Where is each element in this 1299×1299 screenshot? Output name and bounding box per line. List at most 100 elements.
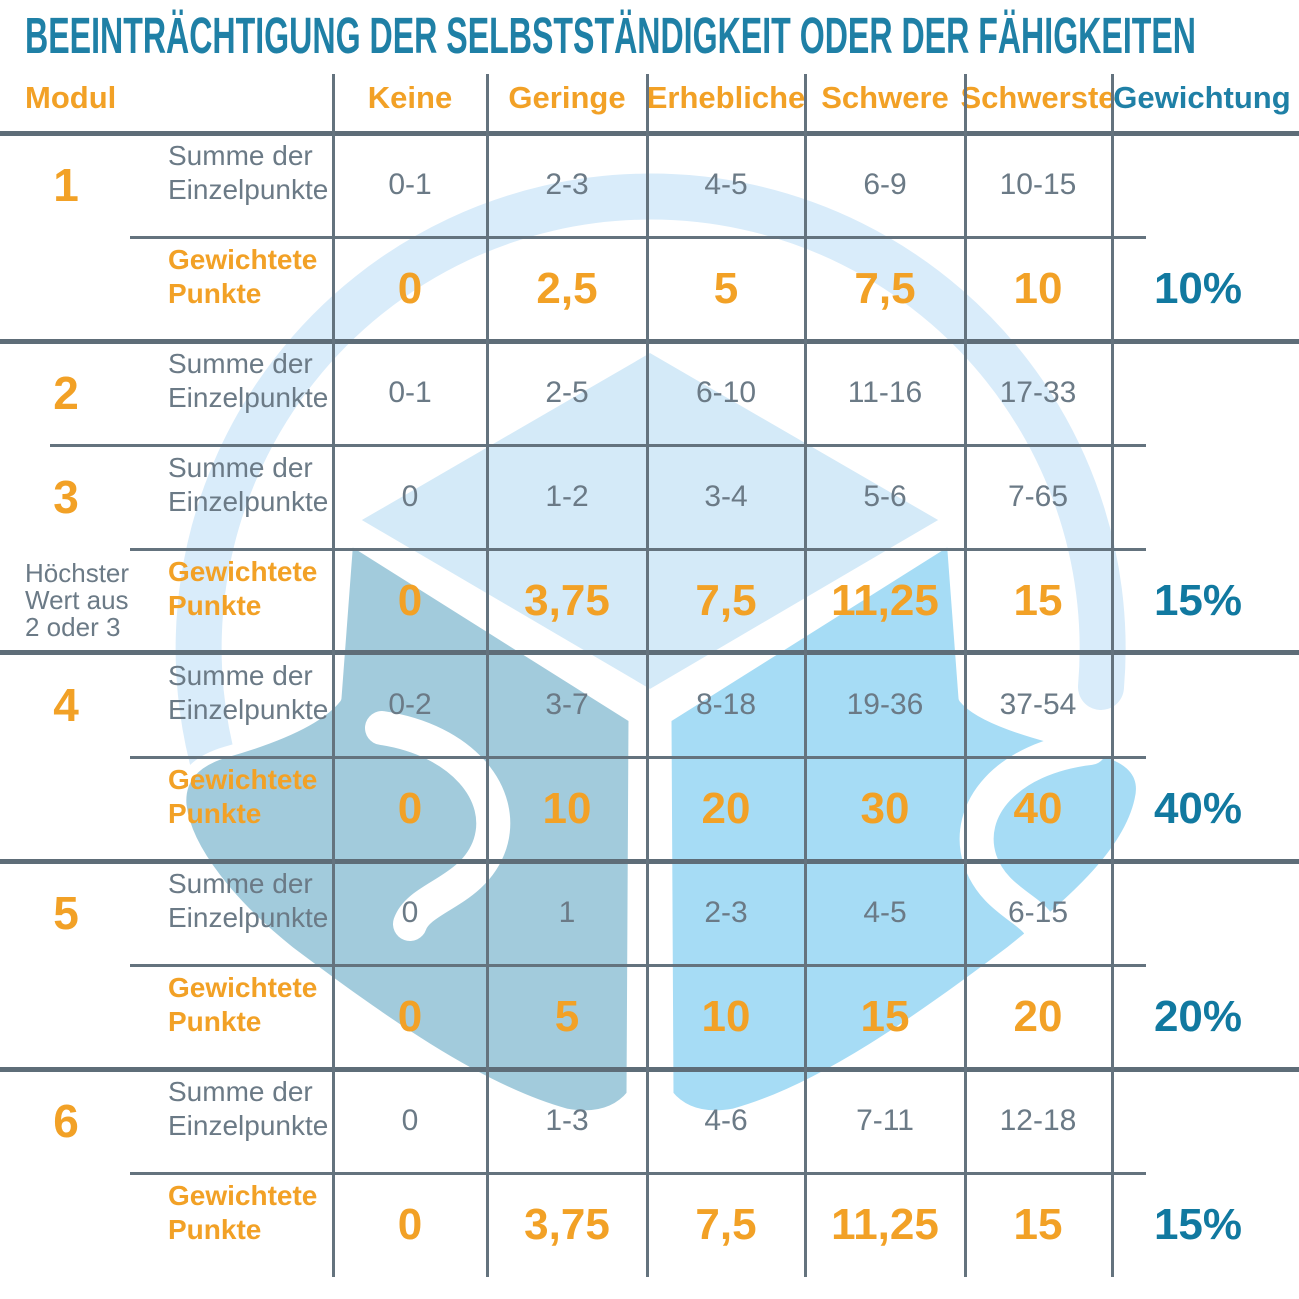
cell-value: 30: [860, 784, 910, 833]
grid-line-horizontal-thin: [130, 1172, 1146, 1175]
module-number: 6: [53, 1095, 79, 1147]
grid-line-vertical: [332, 74, 335, 1277]
module-number: 1: [53, 159, 79, 211]
right-thumb-icon: [959, 731, 1107, 957]
row-label-line: Punkte: [168, 1214, 262, 1245]
cell-value: 6-15: [1007, 896, 1069, 929]
ring-arc-icon: [175, 173, 1126, 904]
row-label-line: Gewichtete: [168, 244, 318, 275]
cell-value: 4-6: [704, 1104, 748, 1137]
cell-value: 10: [701, 992, 751, 1041]
grid-line-horizontal-thick: [0, 650, 1299, 655]
cell-value: 20: [1013, 992, 1063, 1041]
row-label-line: Punkte: [168, 278, 262, 309]
row-label-line: Einzelpunkte: [168, 694, 329, 725]
row-label-line: Punkte: [168, 590, 262, 621]
row-label-line: Summe der: [168, 140, 313, 171]
cell-value: 17-33: [999, 376, 1077, 409]
row-label-gewichtete: Gewichtete Punkte: [168, 1179, 317, 1247]
module-note-line: Wert aus: [25, 585, 129, 615]
row-label-gewichtete: Gewichtete Punkte: [168, 555, 317, 623]
row-label-line: Gewichtete: [168, 972, 318, 1003]
row-label-line: Gewichtete: [168, 764, 318, 795]
cell-value: 0: [397, 992, 423, 1041]
module-number: 4: [53, 679, 79, 731]
row-label-line: Summe der: [168, 348, 313, 379]
column-header-level: Geringe: [508, 80, 626, 115]
cell-value: 0: [397, 1200, 423, 1249]
column-header-level: Schwere: [821, 80, 949, 115]
cell-value: 7-11: [856, 1104, 914, 1137]
row-label-gewichtete: Gewichtete Punkte: [168, 971, 317, 1039]
grid-line-horizontal-thin: [130, 964, 1146, 967]
cell-value: 10: [1013, 264, 1063, 313]
module-number: 2: [53, 367, 79, 419]
box-top-face-icon: [341, 338, 959, 704]
cell-value: 12-18: [999, 1104, 1077, 1137]
grid-line-horizontal-thin: [130, 236, 1146, 239]
cell-value: 0: [397, 264, 423, 313]
cell-value: 1-2: [545, 480, 589, 513]
cell-value: 11,25: [831, 1200, 939, 1249]
cell-value: 15: [1013, 1200, 1063, 1249]
grid-line-vertical: [486, 74, 489, 1277]
cell-value: 4-5: [704, 168, 748, 201]
cell-value: 20: [701, 784, 751, 833]
cell-value: 40: [1013, 784, 1063, 833]
row-label-line: Summe der: [168, 1076, 313, 1107]
cell-value: 8-18: [695, 688, 757, 721]
cell-value: 2,5: [536, 264, 598, 313]
cell-value: 1-3: [545, 1104, 589, 1137]
row-label-line: Summe der: [168, 452, 313, 483]
grid-line-horizontal-thick: [0, 339, 1299, 344]
module-note-line: Höchster: [25, 558, 130, 588]
cell-value: 3,75: [524, 576, 610, 625]
cell-value: 0: [401, 1104, 419, 1137]
cell-value: 7-65: [1007, 480, 1069, 513]
cell-value: 37-54: [999, 688, 1077, 721]
column-header-level: Keine: [367, 80, 453, 115]
grid-line-vertical: [646, 74, 649, 1277]
cell-value: 11,25: [831, 576, 939, 625]
column-header-gewichtung: Gewichtung: [1113, 80, 1291, 115]
row-label-summe: Summe der Einzelpunkte: [168, 659, 328, 727]
cell-value: 7,5: [695, 576, 757, 625]
cell-value: 0: [401, 480, 419, 513]
page-title: BEEINTRÄCHTIGUNG DER SELBSTSTÄNDIGKEIT O…: [25, 7, 1197, 64]
cell-value: 3,75: [524, 1200, 610, 1249]
cell-value: 10-15: [999, 168, 1077, 201]
weighting-percent: 10%: [1153, 264, 1243, 313]
cell-value: 2-3: [704, 896, 748, 929]
grid-line-horizontal-thick: [0, 859, 1299, 864]
row-label-gewichtete: Gewichtete Punkte: [168, 763, 317, 831]
grid-line-horizontal-thin: [50, 444, 1146, 447]
module-number: 5: [53, 887, 79, 939]
column-header-level: Erhebliche: [646, 80, 806, 115]
cell-value: 15: [1013, 576, 1063, 625]
row-label-summe: Summe der Einzelpunkte: [168, 1075, 328, 1143]
row-label-summe: Summe der Einzelpunkte: [168, 451, 328, 519]
cell-value: 2-3: [545, 168, 589, 201]
weighting-percent: 20%: [1153, 992, 1243, 1041]
row-label-line: Einzelpunkte: [168, 1110, 329, 1141]
cell-value: 0: [397, 784, 423, 833]
row-label-line: Einzelpunkte: [168, 902, 329, 933]
row-label-line: Einzelpunkte: [168, 382, 329, 413]
grid-line-horizontal-thin: [130, 548, 1146, 551]
row-label-summe: Summe der Einzelpunkte: [168, 347, 328, 415]
cell-value: 5: [713, 264, 739, 313]
cell-value: 10: [542, 784, 592, 833]
cell-value: 15: [860, 992, 910, 1041]
cell-value: 6-9: [863, 168, 907, 201]
left-hand-icon: [175, 532, 640, 1122]
row-label-line: Einzelpunkte: [168, 174, 329, 205]
row-label-line: Summe der: [168, 868, 313, 899]
cell-value: 0: [401, 896, 419, 929]
module-note-line: 2 oder 3: [25, 612, 121, 642]
weighting-percent: 15%: [1153, 1200, 1243, 1249]
grid-line-horizontal-thin: [130, 756, 1146, 759]
column-header-level: Schwerste: [960, 80, 1116, 115]
cell-value: 3-4: [704, 480, 748, 513]
